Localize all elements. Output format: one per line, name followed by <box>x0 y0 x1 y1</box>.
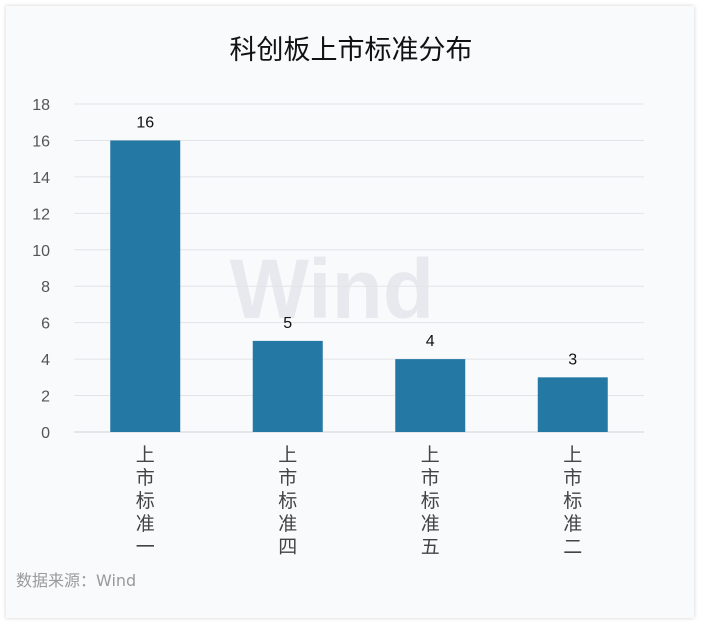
y-tick-label: 4 <box>41 352 50 369</box>
svg-text:市: 市 <box>278 467 297 489</box>
y-tick-label: 12 <box>32 206 50 223</box>
y-tick-label: 2 <box>41 389 50 406</box>
svg-text:五: 五 <box>421 536 440 558</box>
svg-text:标: 标 <box>278 490 297 512</box>
svg-text:准: 准 <box>563 513 582 535</box>
svg-text:四: 四 <box>278 536 297 558</box>
data-label: 5 <box>283 315 292 332</box>
y-tick-label: 8 <box>41 279 50 296</box>
bar <box>252 340 323 432</box>
svg-text:一: 一 <box>136 536 155 558</box>
bar <box>110 140 181 432</box>
y-axis-ticks: 0 2 4 6 8 10 12 14 16 18 <box>32 97 50 442</box>
y-tick-label: 0 <box>41 425 50 442</box>
bar <box>395 359 466 432</box>
y-tick-label: 18 <box>32 97 50 114</box>
svg-text:上: 上 <box>136 444 155 466</box>
svg-text:上: 上 <box>278 444 297 466</box>
svg-text:市: 市 <box>421 467 440 489</box>
chart-title: 科创板上市标准分布 <box>229 35 473 66</box>
data-labels: 16 5 4 3 <box>136 114 577 368</box>
svg-text:上: 上 <box>563 444 582 466</box>
svg-text:市: 市 <box>136 467 155 489</box>
svg-text:标: 标 <box>136 490 155 512</box>
data-label: 4 <box>426 333 435 350</box>
svg-text:准: 准 <box>136 513 155 535</box>
svg-text:二: 二 <box>563 536 582 558</box>
bar <box>537 377 608 432</box>
svg-text:Wind: Wind <box>230 242 435 336</box>
y-tick-label: 6 <box>41 316 50 333</box>
y-tick-label: 16 <box>32 133 50 150</box>
y-tick-label: 14 <box>32 170 50 187</box>
data-label: 3 <box>568 351 577 368</box>
source-note: 数据来源：Wind <box>16 571 137 590</box>
y-tick-label: 10 <box>32 243 50 260</box>
bars <box>110 140 608 432</box>
svg-text:准: 准 <box>421 513 440 535</box>
svg-text:上: 上 <box>421 444 440 466</box>
svg-text:标: 标 <box>563 490 582 512</box>
svg-text:标: 标 <box>421 490 440 512</box>
watermark: Wind <box>230 242 435 336</box>
svg-text:市: 市 <box>563 467 582 489</box>
svg-text:准: 准 <box>278 513 297 535</box>
data-label: 16 <box>136 114 154 131</box>
